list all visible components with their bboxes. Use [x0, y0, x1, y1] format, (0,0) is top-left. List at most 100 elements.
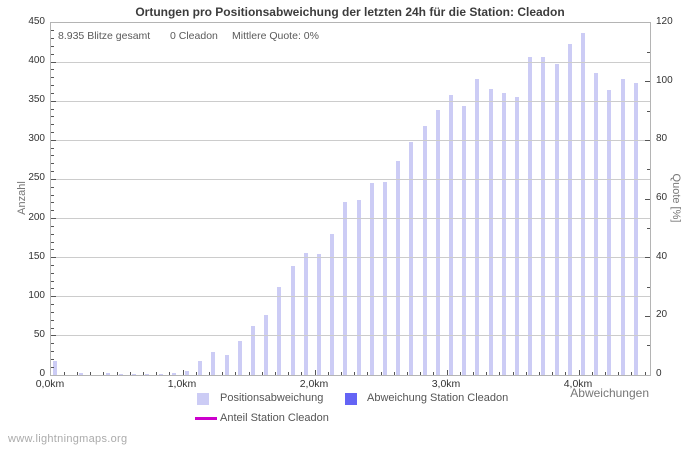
x-tick [578, 370, 580, 375]
y-left-tick [51, 116, 54, 118]
y-left-tick [51, 132, 54, 133]
stat-mean-quote: Mittlere Quote: 0% [232, 30, 319, 42]
x-tick [459, 372, 461, 375]
y-right-tick-label: 100 [656, 74, 673, 86]
bar-positionsabweichung [422, 126, 427, 375]
x-tick [129, 372, 131, 375]
x-tick [90, 372, 92, 375]
bar-positionsabweichung [119, 374, 123, 375]
y-left-tick-label: 300 [28, 133, 45, 145]
bar-positionsabweichung [53, 360, 57, 375]
y-right-tick-label: 80 [656, 133, 668, 145]
x-tick [63, 372, 65, 375]
y-left-tick [51, 366, 54, 368]
x-tick-label: 3,0km [431, 378, 461, 390]
y-left-tick [51, 241, 54, 243]
bar-positionsabweichung [567, 44, 572, 375]
bar-positionsabweichung [383, 181, 387, 375]
x-tick [288, 372, 290, 375]
x-tick [552, 372, 554, 375]
y-left-tick [51, 108, 54, 110]
y-right-tick [645, 139, 650, 141]
y-left-tick [51, 264, 54, 266]
y-right-tick [647, 227, 650, 229]
y-left-tick [51, 319, 54, 321]
bar-positionsabweichung [132, 374, 137, 375]
x-tick [406, 372, 408, 375]
y-left-tick [51, 358, 54, 360]
bar-positionsabweichung [79, 373, 84, 375]
bar-positionsabweichung [435, 109, 440, 375]
bar-positionsabweichung [251, 325, 255, 375]
x-tick [195, 372, 197, 375]
y-left-tick [51, 218, 56, 220]
y-left-tick-label: 200 [28, 211, 45, 223]
y-left-tick [51, 296, 56, 298]
x-tick [76, 372, 78, 375]
y-left-tick [51, 225, 54, 227]
x-tick [499, 372, 501, 375]
y-left-tick [51, 139, 56, 141]
y-left-tick-label: 350 [28, 94, 45, 106]
x-tick [156, 372, 158, 375]
y-left-tick [51, 61, 56, 63]
bar-positionsabweichung [607, 90, 612, 375]
x-tick [261, 372, 263, 375]
x-tick [103, 372, 105, 375]
y-left-tick [51, 178, 56, 180]
gridline [51, 100, 650, 102]
y-left-tick [51, 233, 54, 235]
bar-positionsabweichung [409, 141, 414, 375]
x-tick-label: 2,0km [299, 378, 329, 390]
bar-positionsabweichung [554, 64, 559, 375]
bar-positionsabweichung [594, 73, 599, 375]
bar-positionsabweichung [396, 160, 401, 375]
y-left-tick [51, 92, 54, 94]
y-left-tick [51, 288, 54, 290]
y-left-tick-label: 400 [28, 55, 45, 67]
bar-positionsabweichung [462, 105, 467, 375]
y-right-tick [647, 286, 650, 288]
x-tick [631, 372, 633, 375]
y-left-tick [51, 53, 54, 55]
y-right-tick [645, 198, 650, 200]
watermark-url: www.lightningmaps.org [8, 433, 128, 445]
y-left-tick [51, 210, 54, 212]
x-tick [525, 372, 527, 375]
bar-positionsabweichung [475, 78, 480, 375]
x-tick [169, 372, 171, 375]
y-left-tick-label: 450 [28, 16, 45, 27]
y-left-tick [51, 30, 54, 32]
y-left-tick [51, 155, 54, 157]
gridline [51, 257, 650, 259]
gridline [51, 178, 650, 180]
plot-area [50, 22, 651, 376]
x-tick [182, 370, 184, 375]
bar-positionsabweichung [541, 56, 546, 375]
bar-positionsabweichung [237, 340, 242, 375]
bar-positionsabweichung [449, 94, 453, 375]
gridline [51, 139, 650, 141]
y-left-tick [51, 272, 54, 274]
stat-total-strikes: 8.935 Blitze gesamt [58, 30, 151, 42]
y-right-tick-label: 20 [656, 309, 668, 321]
x-tick [142, 372, 144, 375]
y-left-tick [51, 257, 56, 259]
y-left-tick [51, 163, 54, 165]
bar-positionsabweichung [264, 314, 269, 375]
bar-positionsabweichung [171, 373, 176, 375]
y-right-tick [647, 169, 650, 171]
bar-positionsabweichung [303, 252, 308, 375]
bar-positionsabweichung [369, 183, 374, 375]
y-left-tick [51, 280, 54, 282]
x-tick [591, 372, 593, 375]
bar-positionsabweichung [488, 88, 493, 375]
gridline [51, 61, 650, 63]
legend-label-positionsabweichung: Positionsabweichung [220, 392, 324, 404]
bar-positionsabweichung [145, 374, 150, 375]
y-left-tick-label: 50 [33, 328, 45, 340]
y-left-tick [51, 249, 54, 251]
y-left-tick [51, 335, 56, 337]
y-left-tick [51, 186, 54, 188]
